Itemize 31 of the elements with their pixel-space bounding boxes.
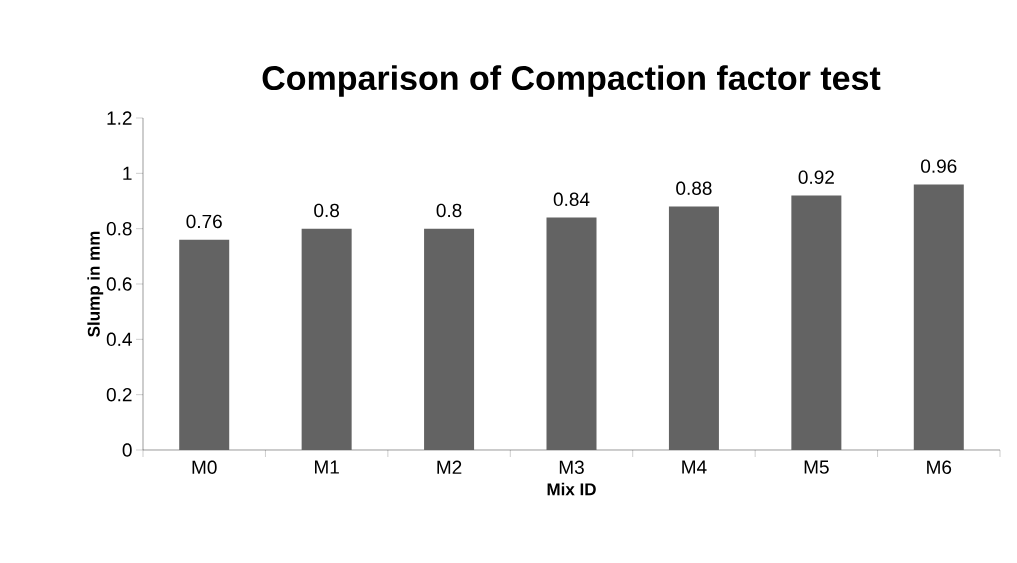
y-tick-label: 0.8 bbox=[106, 221, 132, 236]
y-tick-label: 0 bbox=[122, 443, 132, 457]
x-tick-label: M1 bbox=[315, 460, 339, 474]
y-tick-label: 0.4 bbox=[106, 332, 132, 347]
y-tick-label: 1 bbox=[123, 166, 132, 180]
x-tick-label: M4 bbox=[682, 460, 707, 474]
bar bbox=[424, 228, 475, 450]
bar bbox=[791, 195, 842, 450]
bar bbox=[913, 184, 964, 450]
y-axis-title: Slump in mm bbox=[87, 231, 104, 337]
x-tick-label: M2 bbox=[437, 460, 462, 474]
data-label: 0.96 bbox=[921, 159, 957, 173]
y-tick-label: 0.2 bbox=[106, 387, 132, 402]
bar bbox=[301, 228, 352, 450]
x-tick-label: M5 bbox=[804, 460, 829, 474]
y-tick-label: 1.2 bbox=[107, 111, 132, 125]
chart-title: Comparison of Compaction factor test bbox=[262, 65, 881, 97]
data-label: 0.8 bbox=[314, 203, 340, 218]
bar bbox=[179, 239, 230, 450]
x-axis-title: Mix ID bbox=[547, 482, 596, 496]
x-tick-label: M0 bbox=[192, 460, 217, 474]
bar bbox=[546, 217, 597, 450]
data-label: 0.76 bbox=[186, 214, 222, 229]
data-label: 0.92 bbox=[798, 170, 834, 184]
bar bbox=[668, 206, 719, 450]
x-tick-label: M6 bbox=[927, 460, 952, 474]
x-tick-label: M3 bbox=[559, 460, 584, 474]
data-label: 0.84 bbox=[553, 192, 590, 207]
data-label: 0.8 bbox=[436, 203, 462, 218]
data-label: 0.88 bbox=[676, 181, 712, 195]
y-tick-label: 0.6 bbox=[106, 277, 132, 291]
